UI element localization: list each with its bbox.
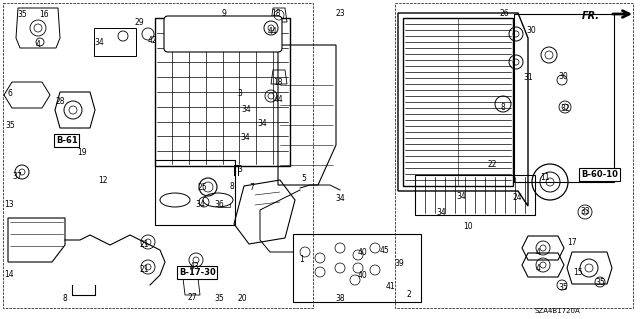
Text: 44: 44 (274, 95, 284, 104)
Text: 41: 41 (385, 282, 395, 291)
Text: 15: 15 (573, 268, 583, 277)
Text: 26: 26 (499, 9, 509, 18)
Text: 40: 40 (358, 248, 368, 257)
Text: 35: 35 (595, 278, 605, 287)
Text: SZA4B1720A: SZA4B1720A (534, 308, 580, 314)
Text: 27: 27 (187, 293, 197, 302)
Text: 7: 7 (250, 183, 255, 192)
Bar (293, 234, 421, 302)
Text: 34: 34 (240, 133, 250, 142)
Text: 2: 2 (406, 290, 412, 299)
FancyBboxPatch shape (164, 16, 282, 52)
Text: 34: 34 (257, 119, 267, 128)
Text: 34: 34 (195, 200, 205, 209)
Bar (155, 160, 235, 225)
Text: 10: 10 (463, 222, 473, 231)
Text: 30: 30 (526, 26, 536, 35)
Circle shape (370, 243, 380, 253)
Text: 39: 39 (394, 259, 404, 268)
Text: 23: 23 (335, 9, 345, 18)
Text: 38: 38 (335, 294, 345, 303)
Text: 4: 4 (36, 40, 40, 49)
Ellipse shape (160, 193, 190, 207)
Text: 12: 12 (99, 176, 108, 185)
Bar (218, 197, 230, 207)
Circle shape (315, 253, 325, 263)
Bar (514, 14, 614, 182)
Text: 8: 8 (230, 182, 234, 191)
Text: B-60-10: B-60-10 (581, 170, 618, 179)
Text: 24: 24 (512, 193, 522, 202)
Text: 35: 35 (5, 121, 15, 130)
Text: 20: 20 (237, 294, 247, 303)
Circle shape (370, 265, 380, 275)
Text: 14: 14 (4, 270, 14, 279)
Text: 35: 35 (558, 283, 568, 292)
Text: 34: 34 (241, 105, 251, 114)
Circle shape (315, 267, 325, 277)
Bar (395, 3, 633, 308)
Text: 19: 19 (77, 148, 87, 157)
Circle shape (335, 263, 345, 273)
Text: 4: 4 (536, 264, 540, 273)
Text: 13: 13 (4, 200, 14, 209)
Text: 9: 9 (221, 9, 227, 18)
Text: 28: 28 (55, 97, 65, 106)
Bar (3, 3, 313, 308)
Bar (403, 18, 513, 186)
Text: 44: 44 (267, 27, 277, 36)
Text: 21: 21 (140, 265, 148, 274)
Polygon shape (8, 218, 65, 262)
Text: 31: 31 (523, 73, 533, 82)
Text: 30: 30 (558, 72, 568, 81)
Text: 4: 4 (536, 248, 540, 257)
Text: 1: 1 (300, 255, 305, 264)
Bar (94, 28, 136, 56)
Text: 35: 35 (214, 294, 224, 303)
Text: FR.: FR. (582, 11, 600, 21)
Text: 29: 29 (134, 18, 144, 27)
Text: 8: 8 (63, 294, 67, 303)
Text: 34: 34 (456, 192, 466, 201)
Text: 17: 17 (567, 238, 577, 247)
Text: 42: 42 (147, 36, 157, 45)
Bar (415, 175, 535, 215)
Text: 34: 34 (436, 208, 446, 217)
Text: 40: 40 (358, 271, 368, 280)
Text: B-61: B-61 (56, 136, 77, 145)
Text: 36: 36 (214, 200, 224, 209)
Ellipse shape (203, 193, 233, 207)
Text: 43: 43 (190, 262, 200, 271)
Text: 16: 16 (39, 10, 49, 19)
Text: 34: 34 (94, 38, 104, 47)
Polygon shape (4, 82, 50, 108)
Text: 18: 18 (273, 78, 283, 87)
Circle shape (335, 243, 345, 253)
Text: 3: 3 (237, 165, 243, 174)
Text: 45: 45 (379, 246, 389, 255)
Text: 6: 6 (8, 89, 12, 98)
Text: 33: 33 (580, 207, 590, 216)
Text: 8: 8 (500, 103, 506, 112)
Text: 34: 34 (335, 194, 345, 203)
Text: 35: 35 (17, 10, 27, 19)
Circle shape (350, 275, 360, 285)
Text: 18: 18 (271, 9, 281, 18)
Text: 32: 32 (560, 104, 570, 113)
Text: 37: 37 (12, 172, 22, 181)
Circle shape (353, 250, 363, 260)
Circle shape (300, 247, 310, 257)
Text: 11: 11 (540, 173, 550, 182)
Text: 22: 22 (487, 160, 497, 169)
Text: 3: 3 (237, 89, 243, 98)
Text: 21: 21 (140, 240, 148, 249)
Bar (155, 18, 290, 166)
Text: 5: 5 (301, 174, 307, 183)
Text: B-17-30: B-17-30 (179, 268, 216, 277)
Circle shape (353, 263, 363, 273)
Text: 25: 25 (197, 183, 207, 192)
